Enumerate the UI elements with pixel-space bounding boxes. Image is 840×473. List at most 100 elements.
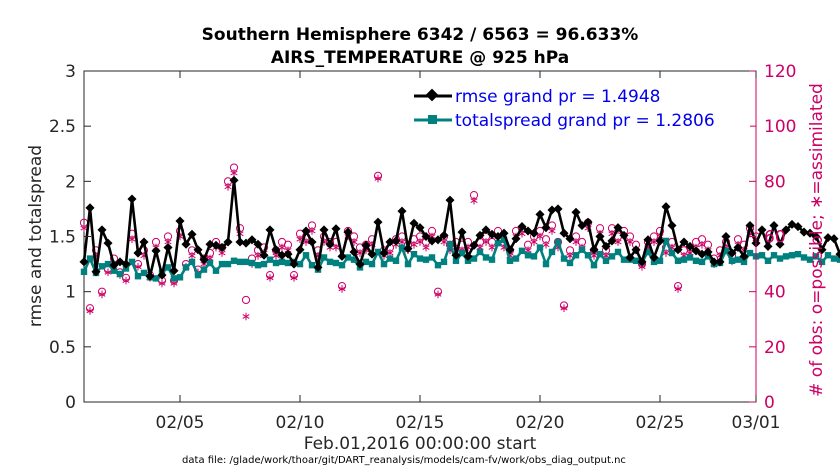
- obs-assimilated-point: [698, 240, 706, 249]
- totalspread-point: [824, 252, 832, 259]
- totalspread-point: [230, 257, 238, 264]
- obs-assimilated-point: [410, 240, 418, 249]
- rmse-point: [367, 249, 377, 259]
- totalspread-point: [680, 256, 688, 263]
- y-tick-label: 2: [65, 172, 76, 192]
- totalspread-point: [416, 255, 424, 262]
- totalspread-point: [260, 260, 268, 268]
- obs-assimilated-point: [560, 304, 568, 313]
- rmse-point: [739, 251, 749, 261]
- rmse-point: [223, 237, 233, 247]
- totalspread-point: [332, 259, 340, 267]
- totalspread-point: [404, 260, 412, 268]
- totalspread-point: [362, 258, 370, 266]
- rmse-point: [829, 234, 839, 244]
- totalspread-point: [782, 253, 790, 260]
- rmse-point: [199, 255, 209, 265]
- totalspread-point: [410, 250, 418, 258]
- totalspread-point: [770, 252, 778, 259]
- totalspread-point: [326, 258, 334, 266]
- obs-assimilated-point: [374, 174, 382, 183]
- totalspread-point: [116, 270, 124, 278]
- obs-assimilated-point: [542, 240, 550, 249]
- totalspread-point: [764, 257, 772, 264]
- totalspread-point: [134, 273, 142, 280]
- x-tick-label: 02/15: [396, 413, 445, 433]
- totalspread-point: [398, 244, 406, 251]
- totalspread-point: [596, 250, 604, 258]
- totalspread-point: [512, 255, 520, 262]
- totalspread-point: [740, 258, 748, 266]
- y2-axis-label: # of obs: o=possible; ∗=assimilated: [807, 83, 827, 397]
- obs-assimilated-point: [242, 312, 250, 321]
- y-tick-label: 0: [65, 393, 76, 413]
- rmse-point: [205, 239, 215, 249]
- y2-tick-label: 120: [764, 62, 796, 82]
- totalspread-point: [506, 257, 514, 264]
- totalspread-point: [242, 258, 250, 266]
- obs-assimilated-point: [128, 235, 136, 244]
- totalspread-point: [662, 237, 670, 245]
- totalspread-point: [722, 247, 730, 255]
- rmse-point: [259, 250, 269, 260]
- totalspread-point: [206, 259, 214, 267]
- obs-assimilated-point: [674, 285, 682, 293]
- totalspread-point: [368, 260, 376, 268]
- totalspread-point: [212, 267, 220, 274]
- totalspread-point: [644, 248, 652, 256]
- totalspread-point: [584, 252, 592, 259]
- obs-assimilated-point: [566, 252, 574, 260]
- totalspread-point: [698, 258, 706, 266]
- totalspread-point: [452, 257, 460, 264]
- obs-assimilated-point: [80, 224, 88, 233]
- totalspread-point: [674, 257, 682, 264]
- totalspread-point: [578, 246, 586, 253]
- totalspread-point: [758, 252, 766, 259]
- totalspread-point: [812, 253, 820, 260]
- rmse-point: [235, 237, 245, 247]
- totalspread-point: [728, 257, 736, 264]
- totalspread-point: [830, 255, 838, 262]
- totalspread-point: [656, 257, 664, 264]
- obs-assimilated-point: [158, 279, 166, 288]
- totalspread-point: [548, 248, 556, 256]
- obs-assimilated-point: [290, 274, 298, 282]
- footer-datafile: data file: /glade/work/thoar/git/DART_re…: [182, 455, 626, 466]
- totalspread-point: [536, 244, 544, 251]
- totalspread-point: [194, 271, 202, 279]
- x-tick-label: 02/05: [156, 413, 205, 433]
- obs-assimilated-point: [470, 196, 478, 205]
- totalspread-point: [254, 261, 262, 269]
- obs-assimilated-point: [482, 238, 490, 246]
- totalspread-point: [320, 254, 328, 261]
- totalspread-point: [572, 252, 580, 259]
- totalspread-point: [218, 260, 226, 268]
- rmse-point: [175, 216, 185, 226]
- totalspread-point: [350, 256, 358, 263]
- obs-assimilated-point: [98, 290, 106, 299]
- totalspread-point: [602, 257, 610, 264]
- obs-assimilated-point: [230, 169, 238, 177]
- rmse-point: [187, 229, 197, 239]
- y2-tick-label: 60: [764, 228, 786, 248]
- totalspread-point: [776, 255, 784, 262]
- y2-tick-label: 100: [764, 117, 796, 137]
- totalspread-point: [836, 256, 840, 263]
- y2-tick-label: 40: [764, 283, 786, 303]
- obs-assimilated-point: [572, 238, 580, 246]
- obs-assimilated-point: [266, 274, 274, 282]
- rmse-point: [247, 235, 257, 245]
- totalspread-point: [272, 259, 280, 267]
- totalspread-point: [620, 256, 628, 263]
- x-axis-label: Feb.01,2016 00:00:00 start: [304, 434, 537, 454]
- obs-assimilated-point: [536, 232, 544, 241]
- totalspread-point: [284, 259, 292, 267]
- rmse-point: [379, 248, 389, 258]
- obs-assimilated-point: [422, 243, 430, 252]
- ticks-layer: 0 0.5 1 1.5 2 2.5 3 0 20 40 60 80 100 120 02/05 02/10 02…: [49, 62, 797, 433]
- x-tick-label: 02/20: [516, 413, 565, 433]
- totalspread-point: [590, 261, 598, 269]
- x-tick-label: 02/25: [636, 413, 685, 433]
- totalspread-point: [104, 260, 112, 268]
